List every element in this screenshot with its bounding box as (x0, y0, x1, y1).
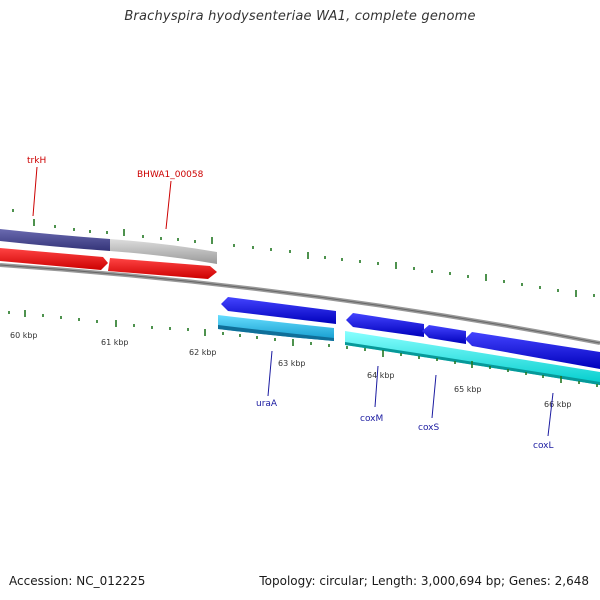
accession-text: Accession: NC_012225 (9, 574, 146, 588)
coxS-leader-line (431, 374, 437, 419)
genome-stats-text: Topology: circular; Length: 3,000,694 bp… (259, 574, 589, 588)
trkH-leader-line (32, 166, 38, 217)
scale-label: 66 kbp (544, 400, 572, 409)
gene-label-coxL[interactable]: coxL (533, 441, 554, 451)
map-title: Brachyspira hyodysenteriae WA1, complete… (124, 9, 476, 24)
genome-backbone-core (0, 264, 600, 344)
light-blue-band-edge (218, 325, 334, 341)
coxS-cds-arrow[interactable] (422, 325, 466, 344)
coxL-cds-arrow[interactable] (465, 332, 600, 369)
coxL-leader-line (547, 392, 554, 437)
scale-label: 60 kbp (10, 331, 38, 340)
coxM-leader-line (374, 365, 379, 408)
gene-label-coxM[interactable]: coxM (360, 414, 383, 424)
forward-feature-bands (0, 229, 217, 264)
trkH-cds-arrow[interactable] (0, 248, 108, 270)
upper-tick-row (12, 209, 595, 297)
gene-label-BHWA1_00058[interactable]: BHWA1_00058 (137, 170, 204, 180)
scale-label: 62 kbp (189, 348, 217, 357)
gene-leader-lines (32, 166, 554, 437)
scale-label: 65 kbp (454, 385, 482, 394)
scale-label: 63 kbp (278, 359, 306, 368)
light-blue-band (218, 315, 334, 341)
uraA-cds-arrow[interactable] (221, 297, 336, 324)
gene-label-uraA[interactable]: uraA (256, 399, 278, 409)
reverse-cds-arrows (221, 297, 600, 369)
forward-cds-arrows (0, 248, 217, 279)
gene-label-trkH[interactable]: trkH (27, 156, 46, 166)
coxM-cds-arrow[interactable] (346, 313, 424, 337)
scale-label: 64 kbp (367, 371, 395, 380)
scale-label: 61 kbp (101, 338, 129, 347)
forward-rna-band (0, 229, 110, 251)
cyan-band (345, 331, 600, 385)
gene-label-coxS[interactable]: coxS (418, 423, 440, 433)
lower-tick-row (8, 310, 598, 387)
light-grey-band (110, 239, 217, 264)
BHWA1_00058-cds-arrow[interactable] (108, 258, 217, 279)
BHWA1_00058-leader-line (165, 180, 172, 230)
scale-labels: 60 kbp 61 kbp 62 kbp 63 kbp 64 kbp 65 kb… (10, 331, 572, 409)
gene-labels: trkH BHWA1_00058 uraA coxM coxS coxL (27, 156, 554, 451)
uraA-leader-line (267, 350, 273, 397)
